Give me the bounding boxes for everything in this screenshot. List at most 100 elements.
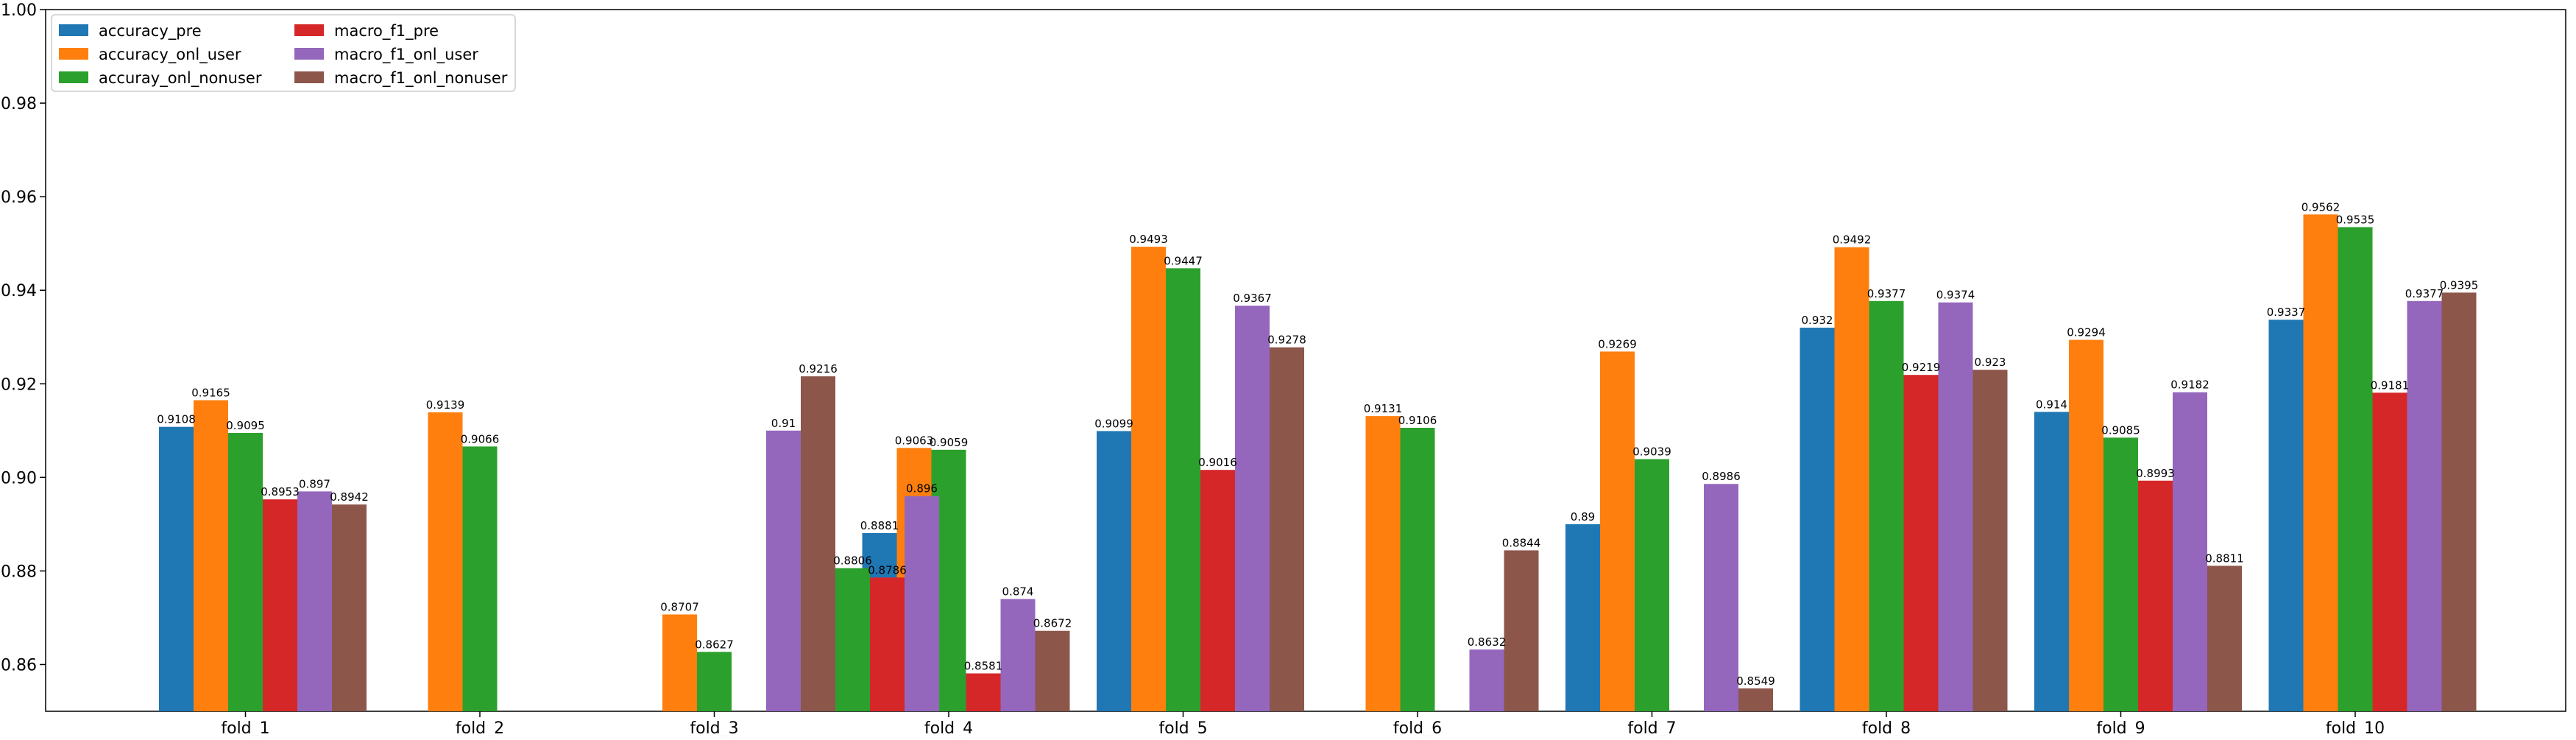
data-label-accuray_onl_nonuser-fold_4: 0.9059 [930,436,969,449]
data-label-accuray_onl_nonuser-fold_10: 0.9535 [2336,213,2375,226]
bar-macro_f1_pre-fold_9 [2138,480,2173,711]
data-label-macro_f1_onl_nonuser-fold_7: 0.8549 [1736,674,1775,688]
y-tick-label-0: 0.86 [1,656,37,674]
bar-extra-fold_3-2 [905,496,939,711]
bar-macro_f1_onl_user-fold_6 [1469,649,1504,711]
y-tick-label-1: 0.88 [1,563,37,581]
bar-accuracy_pre-fold_10 [2268,320,2304,711]
bar-macro_f1_onl_nonuser-fold_1 [332,504,367,711]
y-tick-label-7: 1.00 [1,1,37,20]
x-tick-label-fold_3: fold_3 [690,719,738,736]
data-label-macro_f1_pre-fold_1: 0.8953 [261,485,300,498]
bar-accuray_onl_nonuser-fold_3 [697,652,732,711]
data-label-accuray_onl_nonuser-fold_9: 0.9085 [2101,423,2140,437]
data-label-accuray_onl_nonuser-fold_5: 0.9447 [1164,254,1203,267]
bar-accuracy_onl_user-fold_6 [1365,416,1401,711]
bar-accuracy_onl_user-fold_9 [2069,339,2103,711]
bar-macro_f1_onl_user-fold_1 [297,491,332,711]
data-label-macro_f1_pre-fold_5: 0.9016 [1198,456,1237,469]
data-label-macro_f1_onl_user-fold_8: 0.9374 [1936,289,1975,302]
data-label-accuracy_onl_user-fold_4: 0.9063 [895,434,934,447]
bar-macro_f1_onl_nonuser-fold_5 [1270,347,1304,711]
bar-extra-fold_3-0 [835,568,870,711]
legend-swatch-accuracy_pre [59,24,88,36]
data-label-macro_f1_onl_nonuser-fold_6: 0.8844 [1502,536,1541,549]
legend-label-accuracy_pre: accuracy_pre [99,22,202,40]
x-tick-label-fold_4: fold_4 [924,719,973,736]
data-label-accuracy_onl_user-fold_8: 0.9492 [1833,233,1872,247]
bar-accuray_onl_nonuser-fold_2 [462,446,498,711]
legend-swatch-macro_f1_onl_nonuser [294,71,324,83]
data-label-accuray_onl_nonuser-fold_8: 0.9377 [1867,287,1906,300]
data-label-accuracy_pre-fold_1: 0.9108 [157,413,196,426]
bar-accuray_onl_nonuser-fold_10 [2338,227,2373,711]
x-tick-label-fold_5: fold_5 [1158,719,1207,736]
data-label-accuray_onl_nonuser-fold_3: 0.8627 [695,638,734,651]
data-label-accuracy_onl_user-fold_2: 0.9139 [426,398,465,412]
legend-swatch-macro_f1_onl_user [294,48,324,60]
bar-accuracy_onl_user-fold_10 [2303,214,2338,711]
bar-macro_f1_onl_nonuser-fold_3 [801,376,835,711]
legend-swatch-macro_f1_pre [294,24,324,36]
data-label-macro_f1_pre-fold_4: 0.8581 [964,660,1003,673]
legend-label-macro_f1_onl_user: macro_f1_onl_user [334,46,478,64]
data-label-accuracy_onl_user-fold_1: 0.9165 [191,387,230,400]
data-label-macro_f1_onl_nonuser-fold_10: 0.9395 [2440,278,2479,292]
data-label-accuray_onl_nonuser-fold_1: 0.9095 [226,419,265,432]
data-label-accuracy_onl_user-fold_3: 0.8707 [660,600,699,613]
x-tick-label-fold_9: fold_9 [2096,719,2145,736]
bar-macro_f1_onl_nonuser-fold_10 [2441,292,2477,711]
bar-macro_f1_pre-fold_8 [1903,375,1939,711]
bar-accuracy_pre-fold_7 [1565,524,1600,711]
bar-macro_f1_pre-fold_5 [1200,470,1235,711]
bar-macro_f1_onl_user-fold_5 [1235,306,1270,711]
legend-label-accuray_onl_nonuser: accuray_onl_nonuser [99,69,262,88]
bar-accuracy_pre-fold_1 [159,426,194,711]
bar-macro_f1_onl_nonuser-fold_9 [2207,565,2242,711]
data-label-macro_f1_pre-fold_9: 0.8993 [2136,467,2175,480]
legend: accuracy_pre accuracy_onl_user accuray_onl… [51,14,516,92]
bar-accuracy_onl_user-fold_2 [428,412,463,711]
bar-macro_f1_onl_user-fold_7 [1704,484,1738,711]
data-label-macro_f1_onl_user-fold_6: 0.8632 [1468,635,1507,649]
x-axis: fold_1 fold_2 fold_3 fold_4 fold_5 fold_6 fold… [221,711,2385,738]
bar-accuracy_onl_user-fold_5 [1131,247,1166,711]
data-labels-layer: 0.9108 0.8881 0.9099 0.89 0.932 0.914 0.9337 0.… [157,200,2478,688]
data-label-accuracy_pre-fold_4: 0.8881 [860,519,899,532]
data-label-accuracy_onl_user-fold_5: 0.9493 [1129,233,1168,246]
bar-accuray_onl_nonuser-fold_5 [1166,268,1200,711]
bar-accuray_onl_nonuser-fold_9 [2103,437,2138,711]
bar-accuracy_pre-fold_8 [1800,328,1835,711]
data-label-accuracy_pre-fold_5: 0.9099 [1094,417,1133,430]
data-label-extra-fold_3-2: 0.896 [906,482,938,496]
data-label-macro_f1_onl_nonuser-fold_9: 0.8811 [2205,552,2244,565]
bar-accuracy_onl_user-fold_3 [662,614,697,711]
data-label-accuracy_onl_user-fold_7: 0.9269 [1598,337,1637,350]
y-tick-label-2: 0.90 [1,469,37,487]
legend-label-macro_f1_onl_nonuser: macro_f1_onl_nonuser [334,69,508,88]
bars-layer [159,214,2477,712]
bar-macro_f1_onl_nonuser-fold_8 [1972,370,2008,711]
bar-accuray_onl_nonuser-fold_7 [1635,459,1669,711]
bar-accuracy_pre-fold_9 [2034,412,2069,711]
data-label-macro_f1_pre-fold_8: 0.9219 [1902,361,1941,374]
bar-accuracy_pre-fold_5 [1097,431,1131,711]
bar-macro_f1_onl_user-fold_10 [2407,300,2442,712]
bar-macro_f1_onl_nonuser-fold_4 [1035,630,1070,711]
data-label-accuray_onl_nonuser-fold_2: 0.9066 [461,432,500,445]
data-label-accuracy_pre-fold_9: 0.914 [2036,398,2067,411]
data-label-macro_f1_onl_user-fold_7: 0.8986 [1702,470,1741,483]
x-tick-label-fold_2: fold_2 [456,719,504,736]
legend-box [51,14,516,92]
data-label-macro_f1_onl_user-fold_1: 0.897 [299,477,330,490]
data-label-extra-fold_3-1: 0.8786 [868,563,907,577]
y-tick-label-4: 0.94 [1,282,37,300]
data-label-macro_f1_onl_user-fold_4: 0.874 [1002,585,1034,599]
data-label-extra-fold_3-0: 0.8806 [833,554,872,568]
legend-swatch-accuray_onl_nonuser [59,71,88,83]
data-label-accuracy_onl_user-fold_9: 0.9294 [2067,326,2106,339]
legend-swatch-accuracy_onl_user [59,48,88,60]
data-label-accuracy_pre-fold_8: 0.932 [1802,314,1833,327]
data-label-accuray_onl_nonuser-fold_7: 0.9039 [1632,445,1671,459]
